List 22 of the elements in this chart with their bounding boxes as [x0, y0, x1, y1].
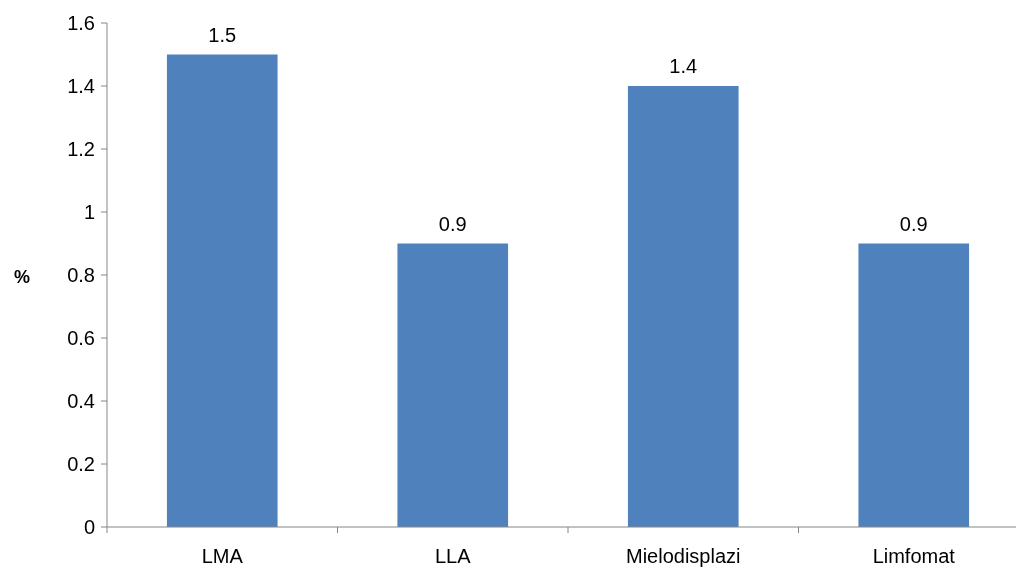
y-tick-label: 1.6: [67, 12, 95, 34]
y-axis-title: %: [13, 267, 31, 287]
y-tick-label: 0.4: [67, 390, 95, 412]
y-tick-label: 0.2: [67, 453, 95, 475]
x-tick-label: Mielodisplazi: [626, 545, 741, 567]
bar: [397, 243, 509, 527]
data-label: 0.9: [438, 212, 467, 235]
y-tick-label: 1: [83, 201, 95, 223]
y-tick-label: 0.6: [67, 327, 95, 349]
x-tick-label: LLA: [434, 545, 472, 567]
data-label: 0.9: [899, 212, 928, 235]
x-tick-label: LMA: [201, 545, 244, 567]
x-tick-label: Limfomat: [872, 545, 956, 567]
bar: [166, 54, 278, 527]
bar: [627, 86, 739, 527]
y-tick-label: 1.4: [67, 75, 95, 97]
bar: [858, 243, 970, 527]
data-label: 1.4: [669, 55, 698, 77]
data-label: 1.5: [208, 23, 237, 46]
y-tick-label: 1.2: [67, 138, 95, 160]
y-tick-label: 0: [83, 516, 95, 538]
y-tick-label: 0.8: [67, 264, 95, 286]
